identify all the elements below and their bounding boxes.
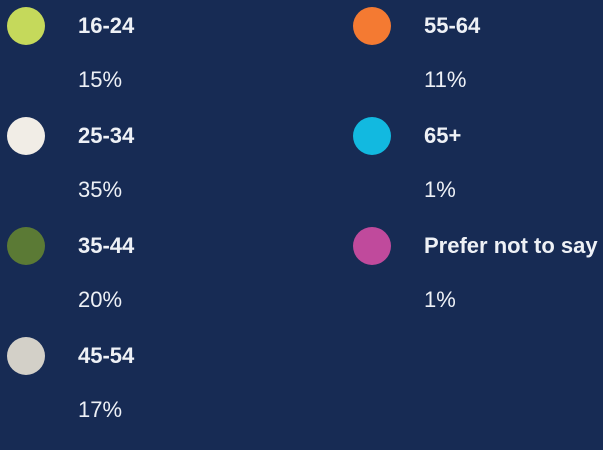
item-label: 35-44 [78,233,135,258]
legend-item: 55-64 11% [353,7,603,96]
swatch [7,227,45,265]
item-value: 35% [78,177,123,202]
swatch [7,7,45,45]
item-value: 15% [78,67,123,92]
legend-column: 16-24 15% 25-34 35% 35-44 20% 45-54 17% [7,7,258,450]
legend-item: 45-54 17% [7,337,258,426]
legend-item: 35-44 20% [7,227,258,316]
legend-item: Prefer not to say 1% [353,227,603,316]
item-label: 16-24 [78,13,135,38]
swatch [353,227,391,265]
item-value: 17% [78,397,123,422]
item-label: 45-54 [78,343,135,368]
item-label: Prefer not to say [424,233,598,258]
legend: 16-24 15% 25-34 35% 35-44 20% 45-54 17% 55-64 11%… [7,7,603,422]
item-label: 55-64 [424,13,481,38]
item-label: 65+ [424,123,462,148]
item-label: 25-34 [78,123,135,148]
item-value: 11% [424,67,467,92]
legend-column: 55-64 11% 65+ 1% Prefer not to say 1% [353,7,603,340]
swatch [7,117,45,155]
legend-item: 16-24 15% [7,7,258,96]
item-value: 1% [424,287,456,312]
swatch [353,117,391,155]
swatch [353,7,391,45]
legend-item: 25-34 35% [7,117,258,206]
item-value: 20% [78,287,123,312]
swatch [7,337,45,375]
item-value: 1% [424,177,456,202]
legend-item: 65+ 1% [353,117,603,206]
